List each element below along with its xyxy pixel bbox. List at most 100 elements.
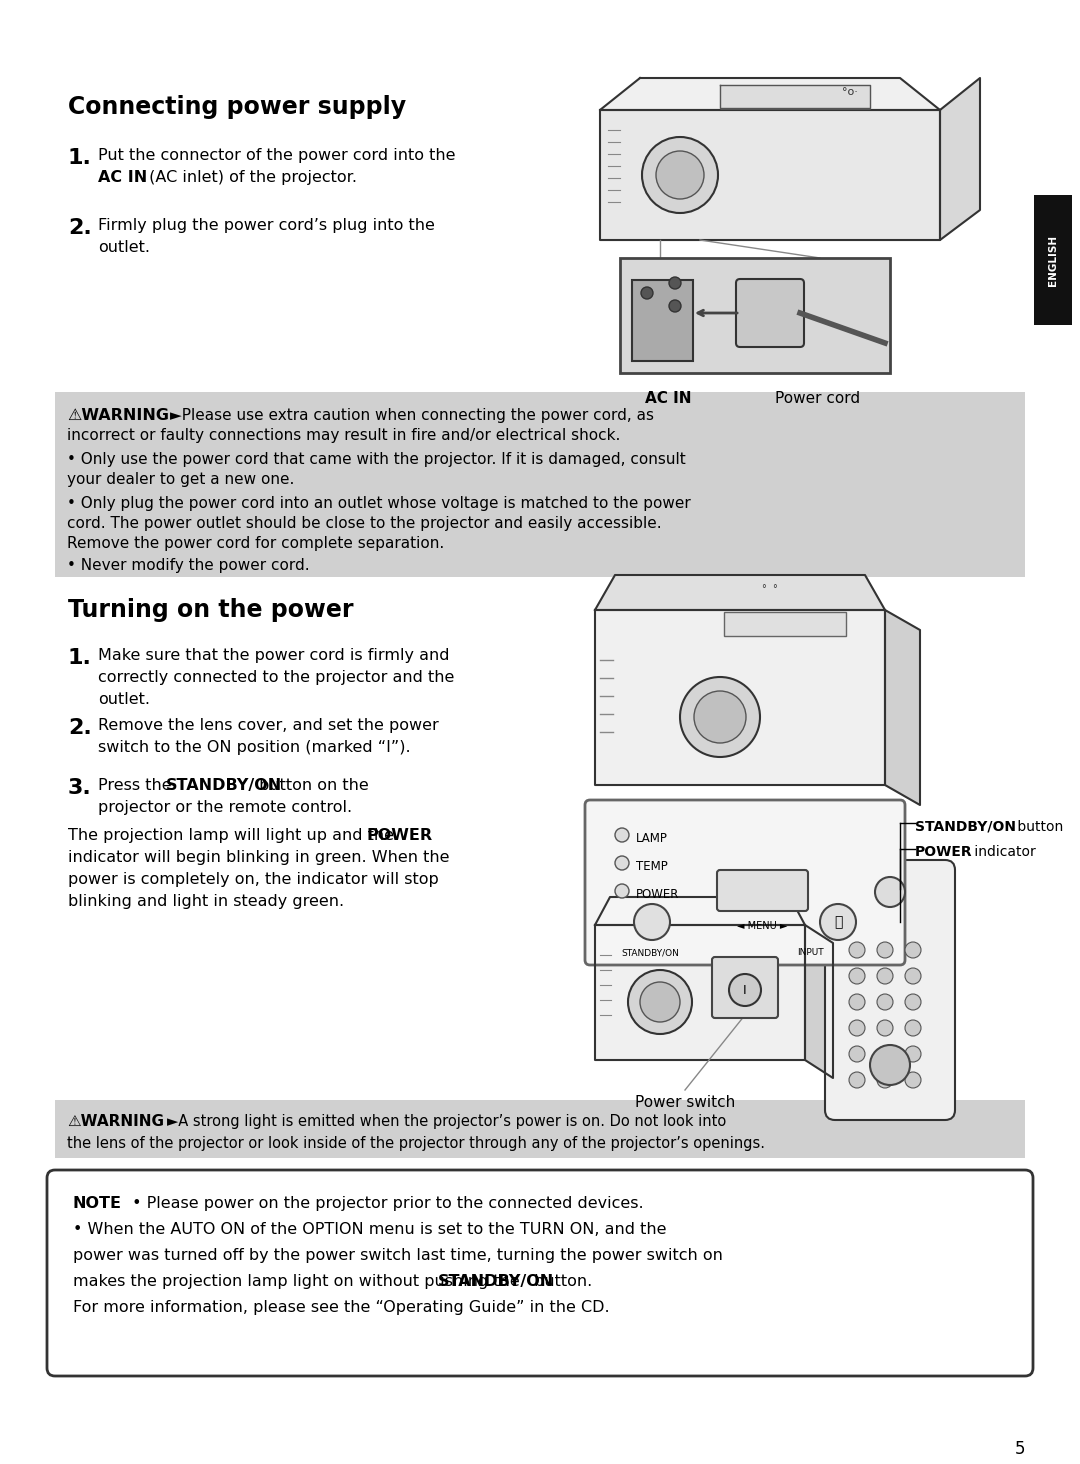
Text: STANDBY/ON: STANDBY/ON: [621, 949, 679, 957]
Circle shape: [615, 829, 629, 842]
Text: NOTE: NOTE: [73, 1196, 122, 1211]
Text: 2.: 2.: [68, 717, 92, 738]
Polygon shape: [595, 610, 885, 785]
Circle shape: [627, 971, 692, 1034]
FancyBboxPatch shape: [632, 280, 693, 362]
Text: Power switch: Power switch: [635, 1095, 735, 1110]
FancyBboxPatch shape: [735, 280, 804, 347]
Text: ⚠WARNING: ⚠WARNING: [67, 1114, 164, 1129]
Text: • When the AUTO ON of the OPTION menu is set to the TURN ON, and the: • When the AUTO ON of the OPTION menu is…: [73, 1222, 666, 1237]
Circle shape: [870, 1045, 910, 1085]
Text: POWER: POWER: [915, 845, 973, 859]
Text: your dealer to get a new one.: your dealer to get a new one.: [67, 471, 295, 488]
Text: • Only use the power cord that came with the projector. If it is damaged, consul: • Only use the power cord that came with…: [67, 452, 686, 467]
Text: 1.: 1.: [68, 148, 92, 168]
Polygon shape: [600, 110, 940, 240]
Polygon shape: [885, 610, 920, 805]
Circle shape: [640, 982, 680, 1022]
Text: STANDBY/ON: STANDBY/ON: [438, 1274, 554, 1288]
Circle shape: [669, 300, 681, 312]
Text: Press the: Press the: [98, 777, 177, 793]
Circle shape: [849, 1020, 865, 1037]
Text: POWER: POWER: [366, 829, 432, 843]
Text: blinking and light in steady green.: blinking and light in steady green.: [68, 895, 345, 909]
Polygon shape: [595, 925, 805, 1060]
Circle shape: [877, 994, 893, 1010]
Text: ◄ MENU ►: ◄ MENU ►: [737, 921, 787, 931]
Circle shape: [875, 877, 905, 908]
Circle shape: [694, 691, 746, 744]
FancyBboxPatch shape: [712, 957, 778, 1017]
Circle shape: [615, 884, 629, 897]
Bar: [55, 392, 1025, 577]
FancyBboxPatch shape: [620, 258, 890, 373]
Circle shape: [849, 1072, 865, 1088]
Text: 1.: 1.: [68, 649, 92, 668]
Text: outlet.: outlet.: [98, 692, 150, 707]
Text: STANDBY/ON: STANDBY/ON: [166, 777, 282, 793]
Circle shape: [877, 1072, 893, 1088]
Text: makes the projection lamp light on without pushing the: makes the projection lamp light on witho…: [73, 1274, 525, 1288]
Text: correctly connected to the projector and the: correctly connected to the projector and…: [98, 671, 455, 685]
Circle shape: [905, 1072, 921, 1088]
Text: switch to the ON position (marked “I”).: switch to the ON position (marked “I”).: [98, 739, 410, 755]
Text: the lens of the projector or look inside of the projector through any of the pro: the lens of the projector or look inside…: [67, 1136, 765, 1151]
Circle shape: [877, 1045, 893, 1061]
Circle shape: [729, 974, 761, 1006]
Circle shape: [849, 994, 865, 1010]
Circle shape: [877, 1020, 893, 1037]
Polygon shape: [720, 85, 870, 108]
FancyBboxPatch shape: [48, 1170, 1032, 1376]
Text: The projection lamp will light up and the: The projection lamp will light up and th…: [68, 829, 400, 843]
Text: ⏻: ⏻: [834, 915, 842, 930]
Text: For more information, please see the “Operating Guide” in the CD.: For more information, please see the “Op…: [73, 1300, 609, 1315]
Circle shape: [849, 968, 865, 984]
Circle shape: [669, 277, 681, 288]
Text: Firmly plug the power cord’s plug into the: Firmly plug the power cord’s plug into t…: [98, 218, 435, 233]
Circle shape: [877, 968, 893, 984]
Text: I: I: [743, 984, 746, 997]
Polygon shape: [595, 897, 805, 925]
Circle shape: [642, 138, 718, 212]
Circle shape: [615, 856, 629, 870]
Text: indicator will begin blinking in green. When the: indicator will begin blinking in green. …: [68, 851, 449, 865]
Text: power is completely on, the indicator will stop: power is completely on, the indicator wi…: [68, 873, 438, 887]
Text: cord. The power outlet should be close to the projector and easily accessible.: cord. The power outlet should be close t…: [67, 515, 662, 531]
Text: 5: 5: [1015, 1441, 1025, 1458]
Text: Power cord: Power cord: [775, 391, 860, 406]
Circle shape: [905, 994, 921, 1010]
Text: Turning on the power: Turning on the power: [68, 597, 353, 622]
FancyBboxPatch shape: [717, 870, 808, 911]
Circle shape: [634, 903, 670, 940]
Circle shape: [849, 1045, 865, 1061]
Text: Remove the power cord for complete separation.: Remove the power cord for complete separ…: [67, 536, 444, 550]
Polygon shape: [805, 925, 833, 1078]
Text: STANDBY/ON: STANDBY/ON: [915, 820, 1016, 834]
Polygon shape: [600, 78, 940, 110]
Text: 3.: 3.: [68, 777, 92, 798]
Text: button: button: [1013, 820, 1063, 834]
Text: outlet.: outlet.: [98, 240, 150, 255]
Circle shape: [656, 151, 704, 199]
FancyBboxPatch shape: [724, 612, 846, 635]
Circle shape: [820, 903, 856, 940]
Polygon shape: [940, 78, 980, 240]
Circle shape: [849, 941, 865, 957]
Text: °  °: ° °: [762, 584, 778, 594]
Text: AC IN: AC IN: [645, 391, 691, 406]
Text: °o·: °o·: [842, 86, 858, 97]
Text: INPUT: INPUT: [797, 949, 823, 957]
Circle shape: [905, 941, 921, 957]
FancyBboxPatch shape: [585, 799, 905, 965]
Text: Connecting power supply: Connecting power supply: [68, 95, 406, 119]
Polygon shape: [595, 575, 885, 610]
Text: AC IN: AC IN: [98, 170, 147, 184]
Text: projector or the remote control.: projector or the remote control.: [98, 799, 352, 815]
Text: • Never modify the power cord.: • Never modify the power cord.: [67, 558, 310, 572]
Text: Remove the lens cover, and set the power: Remove the lens cover, and set the power: [98, 717, 438, 733]
Text: ENGLISH: ENGLISH: [1048, 234, 1058, 285]
Text: incorrect or faulty connections may result in fire and/or electrical shock.: incorrect or faulty connections may resu…: [67, 427, 620, 444]
FancyBboxPatch shape: [825, 859, 955, 1120]
Text: ►A strong light is emitted when the projector’s power is on. Do not look into: ►A strong light is emitted when the proj…: [167, 1114, 726, 1129]
Text: (AC inlet) of the projector.: (AC inlet) of the projector.: [144, 170, 357, 184]
